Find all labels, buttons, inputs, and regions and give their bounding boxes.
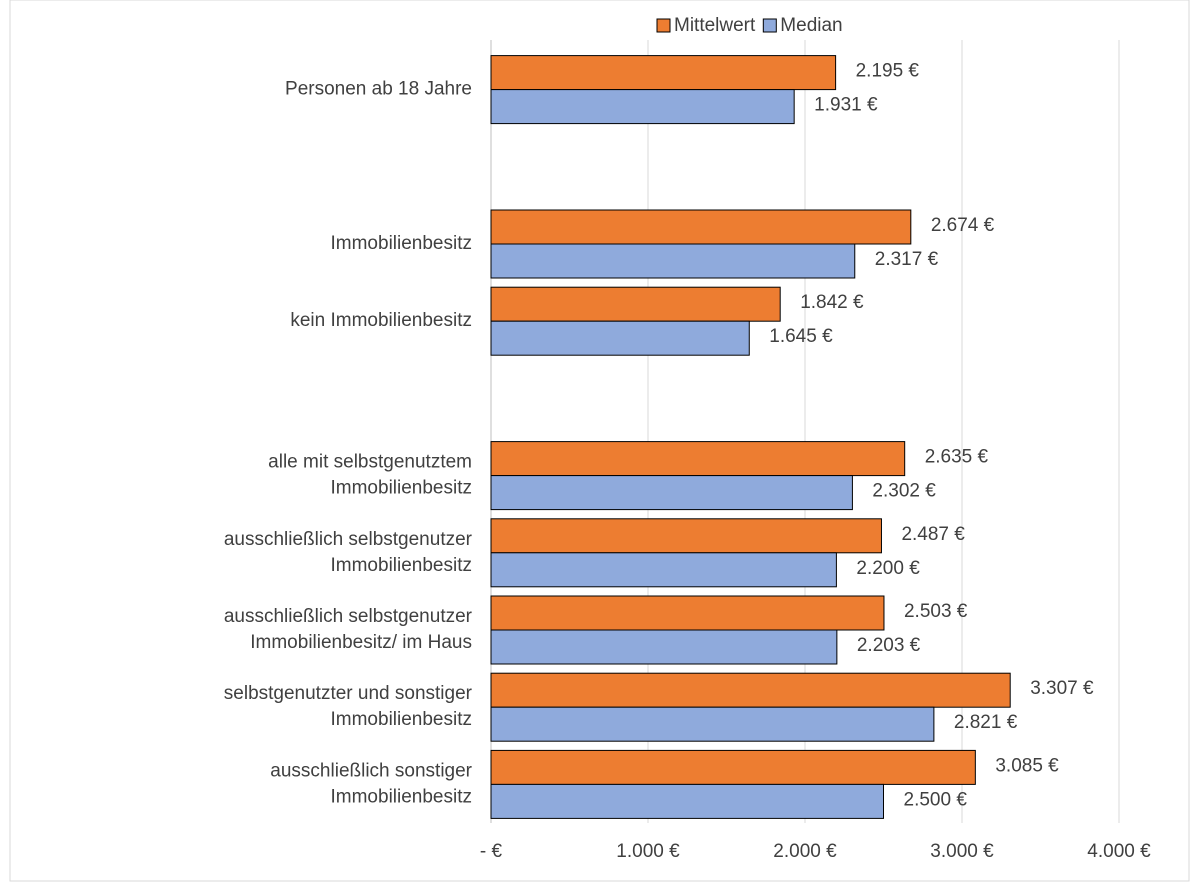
- data-label: 2.635 €: [925, 447, 989, 468]
- data-label: 2.302 €: [872, 481, 936, 502]
- x-tick-label: 2.000 €: [773, 841, 837, 862]
- data-label: 2.821 €: [954, 712, 1018, 733]
- data-label: 2.674 €: [931, 215, 995, 236]
- chart-frame: [9, 0, 1190, 882]
- legend-label: Median: [780, 15, 842, 36]
- bar: [490, 89, 795, 125]
- bar: [490, 629, 838, 665]
- y-tick-label: Personen ab 18 Jahre: [285, 79, 472, 100]
- x-tick-label: 1.000 €: [616, 841, 680, 862]
- data-label: 2.487 €: [901, 524, 965, 545]
- x-tick-label: 3.000 €: [930, 841, 994, 862]
- data-label: 1.842 €: [800, 292, 864, 313]
- bar: [490, 749, 976, 785]
- y-tick-label: Immobilienbesitz: [331, 555, 473, 576]
- bar: [490, 783, 884, 819]
- y-tick-label: ausschließlich selbstgenutzer: [224, 529, 473, 550]
- y-tick-label: Immobilienbesitz/ im Haus: [250, 632, 472, 653]
- y-tick-label: selbstgenutzter und sonstiger: [224, 683, 473, 704]
- bar: [490, 552, 837, 588]
- data-label: 2.500 €: [904, 789, 968, 810]
- bar: [490, 209, 912, 245]
- data-label: 2.317 €: [875, 249, 939, 270]
- bar: [490, 672, 1011, 708]
- y-tick-label: Immobilienbesitz: [331, 478, 473, 499]
- data-label: 1.931 €: [814, 95, 878, 116]
- data-label: 2.203 €: [857, 635, 921, 656]
- y-tick-label: kein Immobilienbesitz: [290, 310, 472, 331]
- bar: [490, 320, 750, 356]
- y-tick-label: ausschließlich selbstgenutzer: [224, 606, 473, 627]
- bar: [490, 518, 882, 554]
- bar: [490, 55, 837, 91]
- bar: [490, 243, 856, 279]
- legend-swatch: [656, 18, 671, 33]
- y-tick-label: Immobilienbesitz: [331, 786, 473, 807]
- y-tick-label: Immobilienbesitz: [331, 233, 473, 254]
- data-label: 2.195 €: [856, 61, 920, 82]
- data-label: 3.307 €: [1030, 678, 1094, 699]
- bar: [490, 475, 853, 511]
- bar: [490, 706, 935, 742]
- data-label: 2.503 €: [904, 601, 968, 622]
- bar: [490, 441, 906, 477]
- y-tick-label: alle mit selbstgenutztem: [268, 452, 472, 473]
- bar: [490, 286, 781, 322]
- y-tick-label: ausschließlich sonstiger: [270, 760, 472, 781]
- data-label: 3.085 €: [995, 755, 1059, 776]
- legend-label: Mittelwert: [674, 15, 756, 36]
- data-label: 1.645 €: [769, 326, 833, 347]
- x-tick-label: - €: [480, 841, 503, 862]
- y-tick-label: Immobilienbesitz: [331, 709, 473, 730]
- x-tick-label: 4.000 €: [1087, 841, 1151, 862]
- legend-swatch: [762, 18, 777, 33]
- bar: [490, 595, 885, 631]
- data-label: 2.200 €: [856, 558, 920, 579]
